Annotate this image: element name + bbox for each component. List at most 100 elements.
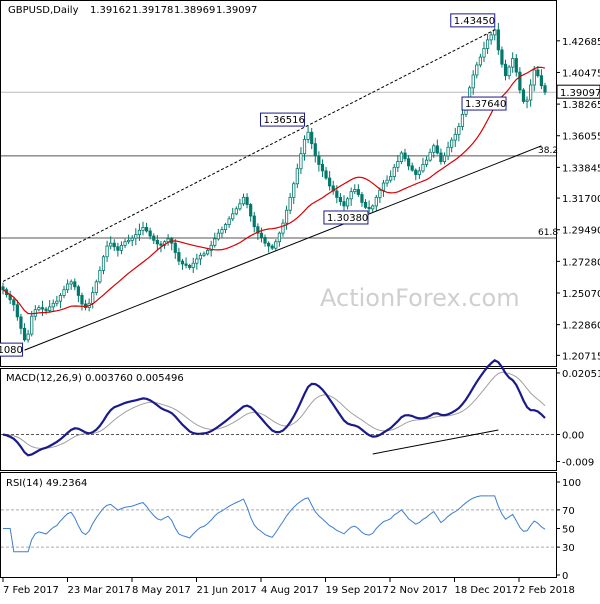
candle-body bbox=[424, 159, 429, 165]
candle-body bbox=[76, 286, 80, 296]
candle-body bbox=[51, 302, 55, 308]
candle-body bbox=[313, 143, 317, 157]
candle-body bbox=[180, 260, 185, 265]
candle-body bbox=[521, 89, 526, 102]
candle-body bbox=[22, 327, 27, 341]
y-tick-label: 1.40475 bbox=[562, 68, 600, 79]
candle-body bbox=[267, 242, 271, 247]
candle-body bbox=[403, 152, 407, 160]
candle-body bbox=[94, 281, 98, 293]
candle-body bbox=[241, 196, 246, 205]
candle-body bbox=[328, 177, 332, 187]
candle-body bbox=[166, 238, 170, 243]
macd-plot: 0.02051 0.00 -0.009 bbox=[1, 358, 600, 469]
candle-body bbox=[188, 264, 192, 268]
candle-body bbox=[543, 85, 547, 93]
candle-body bbox=[392, 166, 396, 178]
candle-body bbox=[518, 71, 522, 91]
candle-body bbox=[112, 242, 116, 248]
candle-body bbox=[109, 242, 113, 247]
rsi-y-tick-label: 30 bbox=[562, 543, 575, 554]
candle-body bbox=[281, 222, 285, 234]
candle-body bbox=[493, 29, 497, 36]
macd-y-tick-label: 0.02051 bbox=[562, 369, 600, 380]
main-y-axis: 1.42685 1.40475 1.38265 1.36055 1.33845 1.317… bbox=[556, 37, 600, 362]
candle-body bbox=[389, 176, 393, 181]
candle-body bbox=[428, 151, 432, 161]
y-tick-label: 1.25070 bbox=[562, 289, 600, 300]
candle-body bbox=[209, 244, 213, 251]
candle-body bbox=[482, 48, 486, 58]
price-annotation-box bbox=[450, 13, 496, 28]
candle-body bbox=[144, 227, 149, 232]
ohlc-low: 1.38969 bbox=[174, 5, 215, 16]
candle-body bbox=[288, 196, 292, 211]
rsi-y-tick-label: 50 bbox=[562, 525, 575, 536]
candle-body bbox=[69, 281, 73, 285]
candle-body bbox=[130, 237, 134, 241]
candle-body bbox=[44, 308, 48, 311]
candle-body bbox=[256, 226, 260, 234]
y-tick-label: 1.31700 bbox=[562, 194, 600, 205]
candle-body bbox=[213, 238, 217, 246]
candle-body bbox=[317, 155, 321, 165]
current-price-box bbox=[556, 84, 600, 99]
x-tick-label: 2 Nov 2017 bbox=[390, 585, 448, 596]
ohlc-open: 1.39162 bbox=[90, 5, 131, 16]
candle-body bbox=[216, 232, 220, 240]
x-tick-label: 2 Feb 2018 bbox=[519, 585, 575, 596]
candle-body bbox=[525, 99, 529, 102]
price-annotation: 1.30380 bbox=[327, 213, 368, 224]
y-tick-label: 1.22860 bbox=[562, 321, 600, 332]
price-annotation: 1.36516 bbox=[264, 115, 305, 126]
rsi-y-tick-label: 0 bbox=[562, 571, 568, 582]
x-axis: 7 Feb 2017 23 Mar 2017 8 May 2017 21 Jun 20… bbox=[2, 578, 575, 596]
x-tick-label: 4 Aug 2017 bbox=[261, 585, 319, 596]
candle-body bbox=[407, 158, 411, 167]
candle-body bbox=[152, 235, 156, 241]
candle-body bbox=[98, 269, 102, 283]
candle-body bbox=[385, 179, 389, 184]
candle-body bbox=[381, 182, 386, 191]
candle-body bbox=[119, 244, 124, 251]
candle-body bbox=[374, 196, 378, 207]
channel-lower-line bbox=[24, 145, 542, 351]
fib-label: 61.8 bbox=[538, 228, 558, 238]
candle-body bbox=[536, 69, 540, 77]
x-tick-label: 7 Feb 2017 bbox=[3, 585, 59, 596]
candle-body bbox=[532, 69, 536, 86]
candle-body bbox=[198, 254, 203, 260]
ohlc-high: 1.39178 bbox=[132, 5, 173, 16]
candle-body bbox=[421, 164, 425, 172]
fib-label: 38.2 bbox=[538, 146, 558, 156]
candle-body bbox=[302, 138, 307, 155]
x-tick-label: 23 Mar 2017 bbox=[68, 585, 131, 596]
candle-body bbox=[414, 169, 418, 175]
macd-line bbox=[2, 358, 546, 457]
candle-body bbox=[475, 64, 479, 76]
candle-body bbox=[500, 49, 504, 65]
candle-body bbox=[259, 232, 264, 238]
candle-body bbox=[446, 146, 450, 157]
channel-upper-line bbox=[2, 29, 495, 282]
y-tick-label: 1.20715 bbox=[562, 351, 600, 362]
main-panel-frame bbox=[0, 0, 557, 367]
trendlines bbox=[2, 29, 542, 351]
candle-body bbox=[223, 224, 228, 230]
x-tick-label: 8 May 2017 bbox=[132, 585, 191, 596]
candle-body bbox=[191, 262, 195, 268]
candle-body bbox=[396, 161, 400, 168]
candle-body bbox=[91, 292, 95, 304]
y-tick-label: 1.36055 bbox=[562, 132, 600, 143]
price-annotation-box bbox=[461, 96, 507, 111]
candle-body bbox=[227, 218, 231, 225]
candle-body bbox=[360, 194, 364, 203]
candle-body bbox=[338, 196, 343, 203]
candle-body bbox=[378, 189, 382, 198]
rsi-line bbox=[3, 495, 546, 553]
candle-body bbox=[263, 237, 267, 244]
y-tick-label: 1.29490 bbox=[562, 226, 600, 237]
candle-body bbox=[349, 191, 353, 200]
price-annotation-box bbox=[323, 210, 369, 225]
